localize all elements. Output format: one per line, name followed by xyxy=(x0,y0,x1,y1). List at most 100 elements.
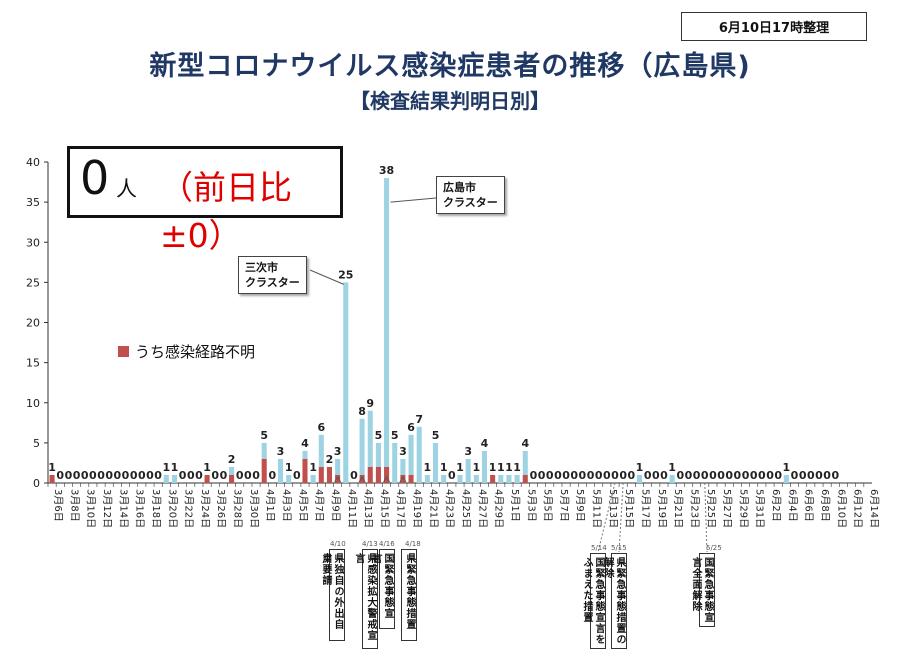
data-label: 2 xyxy=(228,453,236,466)
bar-known xyxy=(335,458,341,475)
legend-label-unknown: うち感染経路不明 xyxy=(135,343,256,361)
x-tick-label: 4月9日 xyxy=(329,489,341,522)
bar-unknown xyxy=(229,474,235,483)
data-label: 0 xyxy=(269,469,277,482)
data-label: 0 xyxy=(652,469,660,482)
data-label: 0 xyxy=(546,469,554,482)
bar-unknown xyxy=(408,474,414,483)
x-tick-label: 3月20日 xyxy=(166,489,178,528)
note-event: 県緊急事態措置の解除 xyxy=(602,553,627,649)
bar-known xyxy=(432,442,439,483)
daily-count-box: 0 人 （前日比±0） xyxy=(67,146,343,255)
bar-known xyxy=(424,474,430,483)
x-tick-label: 4月13日 xyxy=(362,489,374,528)
data-label: 0 xyxy=(220,469,228,482)
bar-known xyxy=(408,434,414,475)
callout-miyoshi-line2: クラスター xyxy=(245,276,300,289)
bar-unknown xyxy=(335,474,341,483)
bar-unknown xyxy=(318,466,324,483)
x-tick-label: 4月21日 xyxy=(427,489,439,528)
data-label: 0 xyxy=(644,469,652,482)
data-label: 1 xyxy=(285,461,293,474)
bar-known xyxy=(277,458,284,483)
callout-hiroshima-cluster: 広島市 クラスター xyxy=(436,176,505,214)
bar-known xyxy=(359,418,365,475)
y-tick-label: 5 xyxy=(33,437,40,450)
bar-known xyxy=(171,474,177,483)
bar-unknown xyxy=(326,466,332,483)
data-label: 0 xyxy=(73,469,81,482)
data-label: 0 xyxy=(154,469,162,482)
y-tick-label: 35 xyxy=(26,196,40,209)
event-connector xyxy=(704,482,708,553)
data-label: 1 xyxy=(505,461,513,474)
bar-unknown xyxy=(384,466,390,483)
bar-known xyxy=(343,282,349,483)
x-tick-label: 5月23日 xyxy=(688,489,700,528)
x-tick-label: 4月3日 xyxy=(281,489,293,522)
data-label: 1 xyxy=(497,461,505,474)
data-label: 4 xyxy=(301,437,309,450)
data-label: 0 xyxy=(774,469,782,482)
data-label: 6 xyxy=(407,421,415,434)
legend-swatch-unknown xyxy=(118,346,129,357)
data-label: 0 xyxy=(619,469,627,482)
data-label: 0 xyxy=(554,469,562,482)
data-label: 2 xyxy=(326,453,334,466)
data-label: 0 xyxy=(734,469,742,482)
x-tick-label: 5月7日 xyxy=(558,489,570,522)
bar-unknown xyxy=(204,474,210,483)
x-tick-label: 5月29日 xyxy=(737,489,749,528)
y-tick-label: 25 xyxy=(26,276,40,289)
x-tick-label: 3月12日 xyxy=(101,489,113,528)
data-label: 1 xyxy=(472,461,480,474)
update-stamp: 6月10日17時整理 xyxy=(681,12,867,41)
x-tick-label: 4月23日 xyxy=(444,489,456,528)
data-label: 6 xyxy=(317,421,325,434)
x-tick-label: 4月25日 xyxy=(460,489,472,528)
note-date: 4/13 xyxy=(362,540,378,548)
bar-known xyxy=(465,458,471,483)
data-label: 0 xyxy=(717,469,725,482)
x-tick-label: 3月26日 xyxy=(215,489,227,528)
bar-known xyxy=(636,474,643,483)
callout-miyoshi-line1: 三次市 xyxy=(245,261,278,274)
data-label: 0 xyxy=(725,469,733,482)
data-label: 1 xyxy=(489,461,497,474)
bar-unknown xyxy=(367,466,373,483)
data-label: 0 xyxy=(603,469,611,482)
x-tick-label: 6月14日 xyxy=(868,489,880,528)
data-label: 0 xyxy=(815,469,823,482)
x-tick-label: 5月9日 xyxy=(574,489,586,522)
bar-known xyxy=(375,442,381,467)
data-label: 4 xyxy=(521,437,529,450)
data-label: 0 xyxy=(685,469,693,482)
data-label: 0 xyxy=(799,469,807,482)
data-label: 0 xyxy=(187,469,195,482)
bar-known xyxy=(392,442,398,483)
data-label: 0 xyxy=(611,469,619,482)
bar-known xyxy=(514,474,520,483)
x-tick-label: 3月10日 xyxy=(85,489,97,528)
data-label: 0 xyxy=(130,469,138,482)
data-label: 1 xyxy=(668,461,676,474)
x-tick-label: 6月6日 xyxy=(803,489,815,522)
x-tick-label: 4月1日 xyxy=(264,489,276,522)
y-tick-label: 10 xyxy=(26,397,40,410)
data-label: 38 xyxy=(379,164,394,177)
bar-unknown xyxy=(400,474,406,483)
daily-count-unit: 人 xyxy=(116,177,137,201)
bar-known xyxy=(473,474,479,483)
bar-known xyxy=(498,474,504,483)
x-tick-label: 3月18日 xyxy=(150,489,162,528)
data-label: 3 xyxy=(334,445,342,458)
data-label: 1 xyxy=(48,461,56,474)
data-label: 0 xyxy=(97,469,105,482)
y-tick-label: 0 xyxy=(33,477,40,490)
event-marker xyxy=(383,476,391,483)
data-label: 5 xyxy=(432,429,440,442)
x-tick-label: 3月6日 xyxy=(52,489,64,522)
x-tick-label: 3月24日 xyxy=(199,489,211,528)
bar-unknown xyxy=(302,458,308,483)
